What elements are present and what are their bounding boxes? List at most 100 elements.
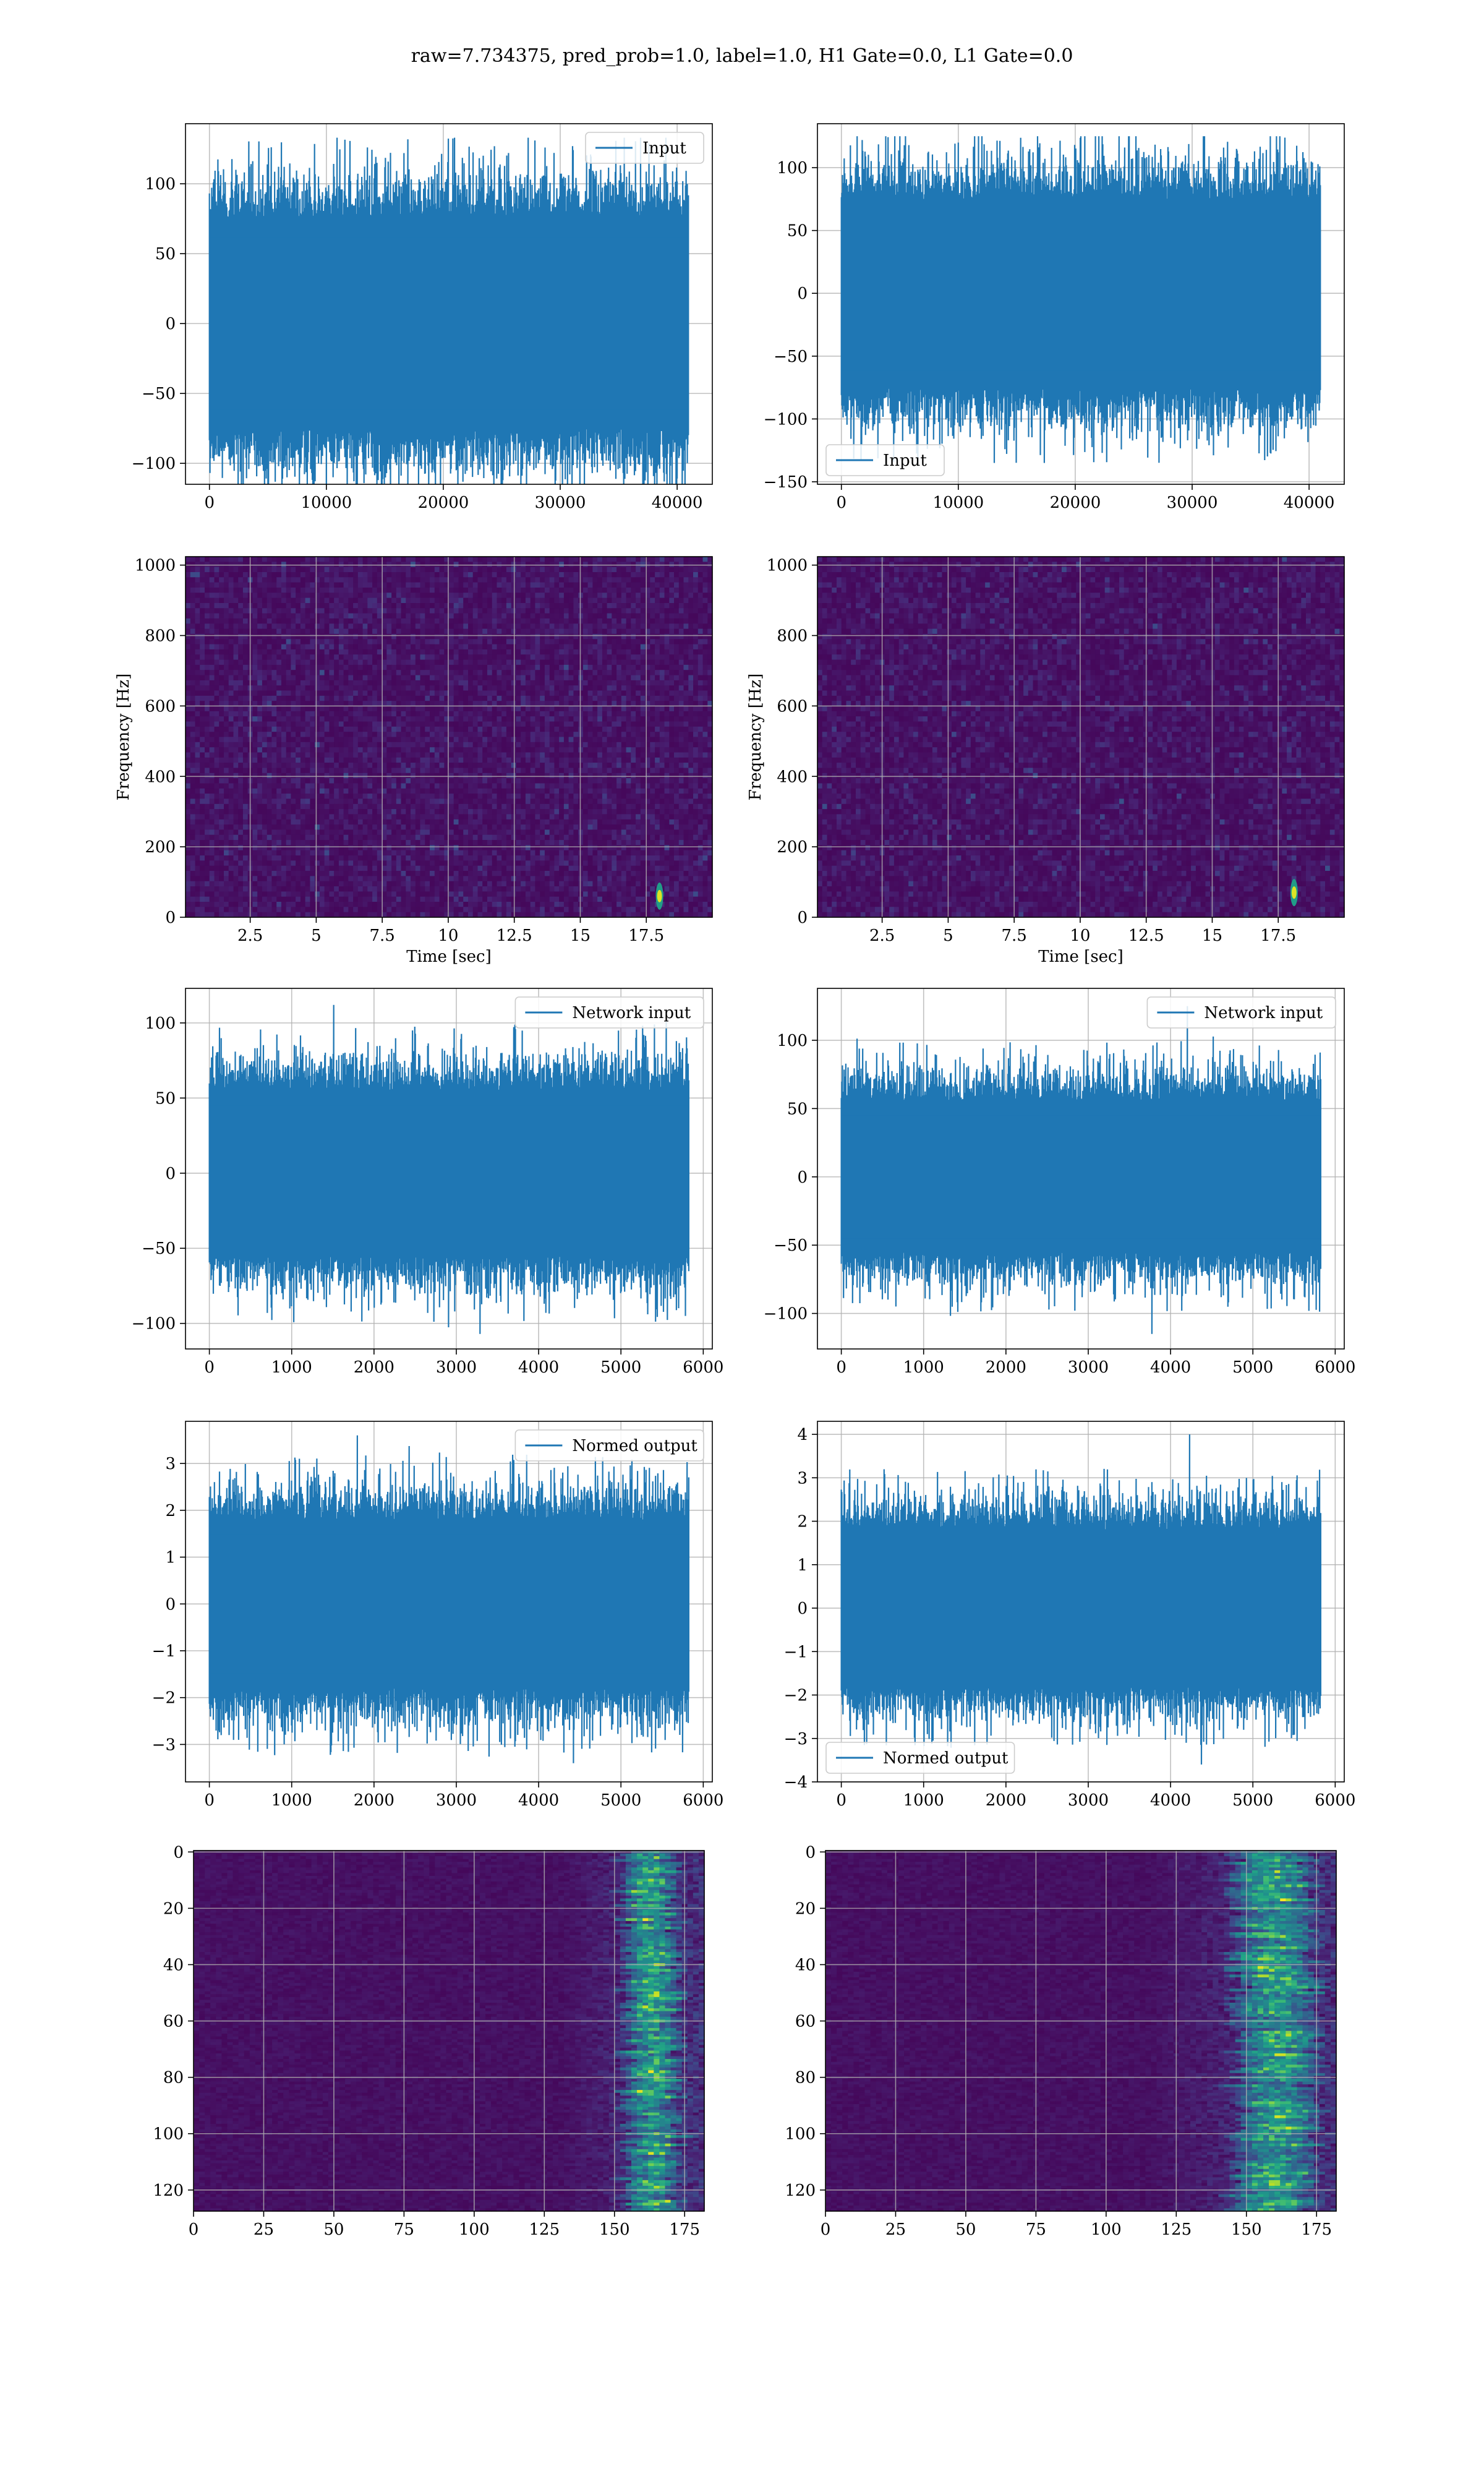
spectrogram-cell xyxy=(291,722,296,727)
spectrogram-cell xyxy=(416,675,420,681)
spectrogram-cell xyxy=(363,623,368,629)
spectrogram-cell xyxy=(478,634,483,640)
spectrogram-cell xyxy=(564,593,569,598)
spectrogram-cell xyxy=(372,711,377,717)
spectrogram-cell xyxy=(243,614,248,619)
spectrogram-cell xyxy=(573,649,578,655)
spectrogram-cell xyxy=(531,649,535,655)
spectrogram-cell xyxy=(372,583,377,588)
spectrogram-cell xyxy=(353,706,358,712)
spectrogram-cell xyxy=(669,685,674,691)
spectrogram-cell xyxy=(430,716,435,722)
spectrogram-cell xyxy=(631,716,636,722)
spectrogram-cell xyxy=(430,706,435,712)
spectrogram-cell xyxy=(482,583,487,588)
spectrogram-cell xyxy=(535,618,540,624)
spectrogram-cell xyxy=(650,691,655,696)
spectrogram-cell xyxy=(358,572,363,578)
spectrogram-cell xyxy=(440,670,445,675)
spectrogram-cell xyxy=(679,670,684,675)
spectrogram-cell xyxy=(320,593,325,598)
spectrogram-cell xyxy=(688,691,693,696)
spectrogram-cell xyxy=(372,572,377,578)
spectrogram-cell xyxy=(401,593,406,598)
spectrogram-cell xyxy=(554,614,559,619)
spectrogram-cell xyxy=(506,593,511,598)
spectrogram-cell xyxy=(487,654,492,660)
spectrogram-cell xyxy=(468,557,473,562)
spectrogram-cell xyxy=(631,598,636,604)
spectrogram-cell xyxy=(660,706,665,712)
spectrogram-cell xyxy=(301,716,305,722)
spectrogram-cell xyxy=(703,557,708,562)
spectrogram-cell xyxy=(391,598,396,604)
spectrogram-cell xyxy=(238,618,243,624)
spectrogram-cell xyxy=(449,593,454,598)
spectrogram-cell xyxy=(305,562,310,567)
spectrogram-cell xyxy=(573,665,578,670)
spectrogram-cell xyxy=(339,685,344,691)
spectrogram-cell xyxy=(224,639,229,644)
spectrogram-cell xyxy=(602,593,607,598)
spectrogram-cell xyxy=(688,670,693,675)
subplot-r1c0: 2.5 5 7.5 10 12.5 15 17.502004006008001000Time… xyxy=(114,557,713,966)
spectrogram-cell xyxy=(396,639,401,644)
spectrogram-cell xyxy=(200,670,205,675)
spectrogram-cell xyxy=(621,716,626,722)
spectrogram-cell xyxy=(430,696,435,701)
spectrogram-cell xyxy=(291,598,296,604)
spectrogram-cell xyxy=(459,685,464,691)
spectrogram-cell xyxy=(669,618,674,624)
spectrogram-cell xyxy=(325,711,330,717)
spectrogram-cell xyxy=(411,557,416,562)
spectrogram-cell xyxy=(186,618,190,624)
spectrogram-cell xyxy=(655,614,660,619)
spectrogram-cell xyxy=(616,680,621,686)
spectrogram-cell xyxy=(684,675,689,681)
spectrogram-cell xyxy=(219,696,224,701)
spectrogram-cell xyxy=(478,577,483,583)
spectrogram-cell xyxy=(684,680,689,686)
spectrogram-cell xyxy=(597,603,602,609)
spectrogram-cell xyxy=(377,634,382,640)
spectrogram-cell xyxy=(401,670,406,675)
spectrogram-cell xyxy=(276,598,281,604)
spectrogram-cell xyxy=(215,629,220,635)
spectrogram-cell xyxy=(271,623,276,629)
spectrogram-cell xyxy=(468,639,473,644)
spectrogram-cell xyxy=(425,614,430,619)
spectrogram-cell xyxy=(440,660,445,666)
spectrogram-cell xyxy=(473,577,478,583)
spectrogram-cell xyxy=(329,660,334,666)
spectrogram-cell xyxy=(329,583,334,588)
spectrogram-cell xyxy=(215,623,220,629)
spectrogram-cell xyxy=(262,588,267,593)
spectrogram-cell xyxy=(545,634,550,640)
spectrogram-cell xyxy=(487,629,492,635)
spectrogram-cell xyxy=(243,572,248,578)
spectrogram-cell xyxy=(363,583,368,588)
spectrogram-cell xyxy=(506,572,511,578)
spectrogram-cell xyxy=(516,644,521,650)
spectrogram-cell xyxy=(411,593,416,598)
spectrogram-cell xyxy=(234,608,239,614)
spectrogram-cell xyxy=(473,629,478,635)
spectrogram-cell xyxy=(626,618,631,624)
spectrogram-cell xyxy=(353,614,358,619)
spectrogram-cell xyxy=(315,593,320,598)
spectrogram-cell xyxy=(430,557,435,562)
spectrogram-cell xyxy=(616,716,621,722)
spectrogram-cell xyxy=(406,593,411,598)
spectrogram-cell xyxy=(420,670,425,675)
spectrogram-cell xyxy=(210,649,215,655)
spectrogram-cell xyxy=(435,557,440,562)
spectrogram-cell xyxy=(521,644,526,650)
spectrogram-cell xyxy=(406,608,411,614)
spectrogram-cell xyxy=(267,696,272,701)
spectrogram-cell xyxy=(526,598,531,604)
spectrogram-cell xyxy=(531,593,535,598)
spectrogram-cell xyxy=(665,577,670,583)
spectrogram-cell xyxy=(286,577,291,583)
spectrogram-cell xyxy=(545,680,550,686)
spectrogram-cell xyxy=(386,654,391,660)
